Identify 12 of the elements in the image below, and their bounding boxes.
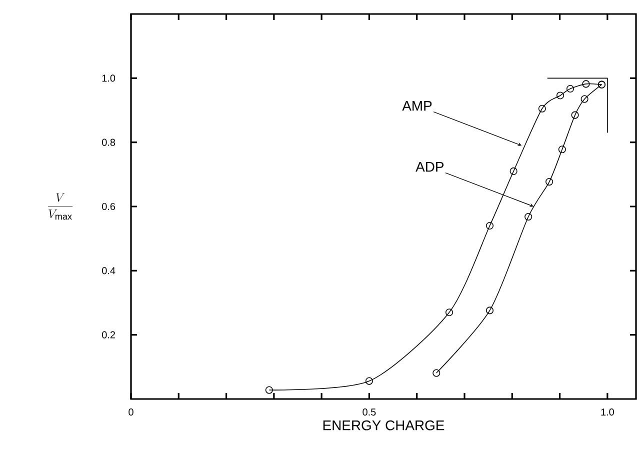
x-tick-label: 0.5 bbox=[362, 408, 376, 416]
y-tick-label: 0.8 bbox=[102, 138, 116, 146]
x-tick-label: 1.0 bbox=[601, 408, 614, 416]
annotation: ADP bbox=[416, 162, 444, 172]
x-axis-title: ENERGY CHARGE bbox=[323, 420, 444, 430]
y-tick-label: 1.0 bbox=[102, 74, 116, 82]
y-tick-label: 0.4 bbox=[102, 267, 116, 274]
x-tick-label: 0 bbox=[128, 408, 134, 416]
y-tick-label: 0.2 bbox=[102, 331, 115, 338]
y-tick-label: 0.6 bbox=[102, 202, 116, 210]
annotation: AMP bbox=[402, 101, 432, 111]
y-axis-title: $\frac{V}{V_{\mathrm{max}}}$ bbox=[48, 193, 73, 220]
